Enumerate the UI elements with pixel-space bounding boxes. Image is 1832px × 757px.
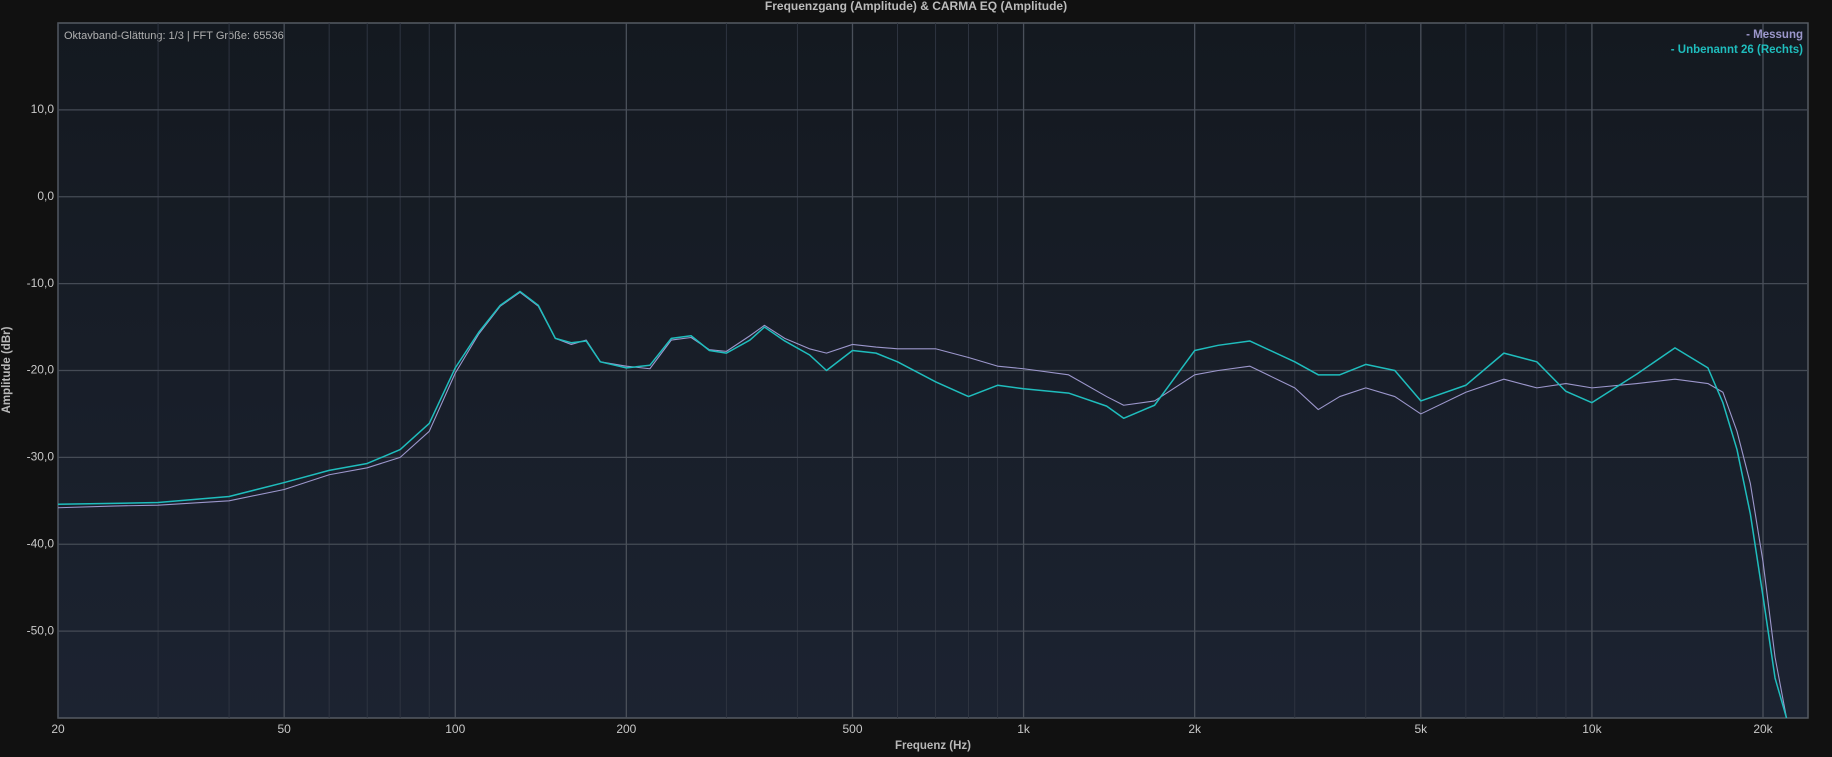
x-tick-label: 200 xyxy=(616,722,636,736)
x-tick-label: 1k xyxy=(1017,722,1031,736)
x-tick-label: 20 xyxy=(51,722,65,736)
x-tick-label: 100 xyxy=(445,722,465,736)
y-axis-label: Amplitude (dBr) xyxy=(1,326,13,413)
annotation: Oktavband-Glättung: 1/3 | FFT Größe: 655… xyxy=(64,30,284,42)
y-tick-label: -50,0 xyxy=(27,623,55,637)
series-line xyxy=(58,291,1788,718)
chart-title: Frequenzgang (Amplitude) & CARMA EQ (Amp… xyxy=(765,0,1067,13)
x-tick-label: 50 xyxy=(277,722,291,736)
x-tick-label: 20k xyxy=(1753,722,1773,736)
y-tick-label: -10,0 xyxy=(27,276,55,290)
legend-entry: - Messung xyxy=(1746,29,1803,41)
legend-entry: - Unbenannt 26 (Rechts) xyxy=(1671,44,1803,56)
x-axis-label: Frequenz (Hz) xyxy=(895,740,971,752)
series-line xyxy=(58,290,1788,718)
x-tick-label: 2k xyxy=(1188,722,1202,736)
y-tick-label: 10,0 xyxy=(31,102,55,116)
y-tick-label: 0,0 xyxy=(37,189,54,203)
y-tick-label: -30,0 xyxy=(27,450,55,464)
y-tick-label: -40,0 xyxy=(27,536,55,550)
x-tick-label: 500 xyxy=(842,722,862,736)
x-tick-label: 10k xyxy=(1582,722,1602,736)
x-tick-label: 5k xyxy=(1414,722,1428,736)
y-tick-label: -20,0 xyxy=(27,363,55,377)
